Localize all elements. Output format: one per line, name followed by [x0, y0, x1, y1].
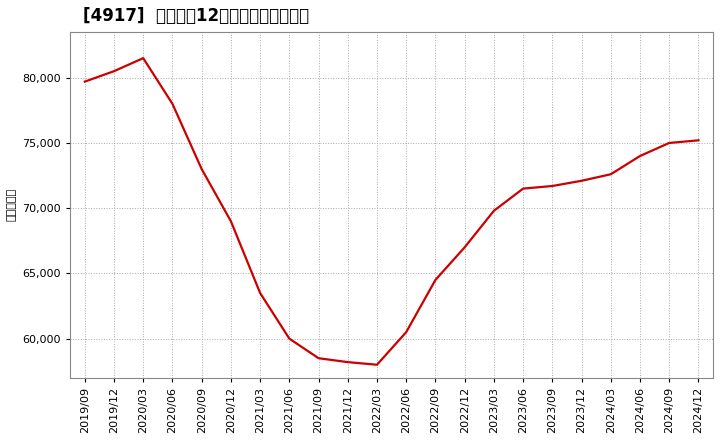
Text: [4917]  売上高の12か月移動合計の推移: [4917] 売上高の12か月移動合計の推移	[83, 7, 309, 25]
Y-axis label: （百万円）: （百万円）	[7, 188, 17, 221]
